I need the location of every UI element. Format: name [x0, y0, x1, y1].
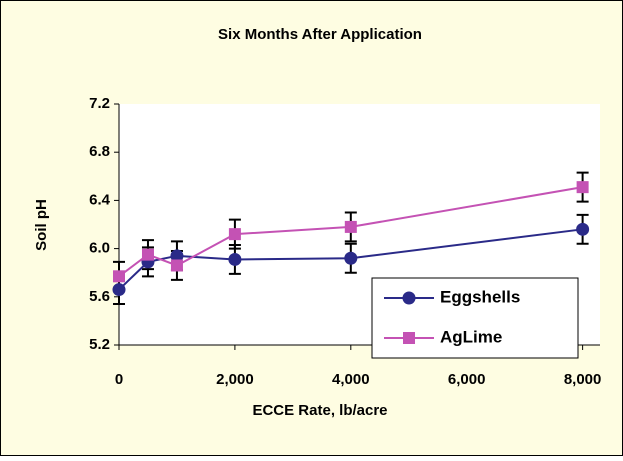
chart-title: Six Months After Application	[218, 26, 422, 43]
legend	[371, 277, 579, 359]
legend-marker	[402, 291, 416, 305]
y-tick-label: 5.6	[89, 288, 110, 305]
x-axis-label: ECCE Rate, lb/acre	[252, 402, 387, 419]
marker	[576, 222, 590, 236]
legend-label: AgLime	[440, 327, 502, 346]
legend-marker	[403, 332, 415, 344]
y-tick-label: 5.2	[89, 336, 110, 353]
marker	[344, 220, 357, 233]
y-tick-label: 6.4	[89, 191, 111, 208]
legend-label: Eggshells	[440, 287, 520, 306]
marker	[344, 251, 358, 265]
marker	[113, 270, 125, 283]
marker	[228, 252, 242, 266]
marker	[228, 228, 241, 241]
marker	[576, 181, 589, 194]
y-axis-label: Soil pH	[33, 199, 50, 251]
marker	[170, 249, 184, 263]
x-tick-label: 6,000	[448, 371, 486, 388]
marker	[141, 248, 154, 261]
x-tick-label: 2,000	[216, 371, 254, 388]
y-tick-label: 6.8	[89, 143, 110, 160]
marker	[170, 259, 183, 272]
marker	[112, 283, 126, 297]
series-line	[118, 228, 583, 291]
y-tick-label: 6.0	[89, 240, 110, 257]
x-tick-label: 8,000	[564, 371, 602, 388]
x-tick-label: 0	[115, 371, 123, 388]
y-tick-label: 7.2	[89, 95, 110, 112]
x-tick-label: 4,000	[332, 371, 370, 388]
